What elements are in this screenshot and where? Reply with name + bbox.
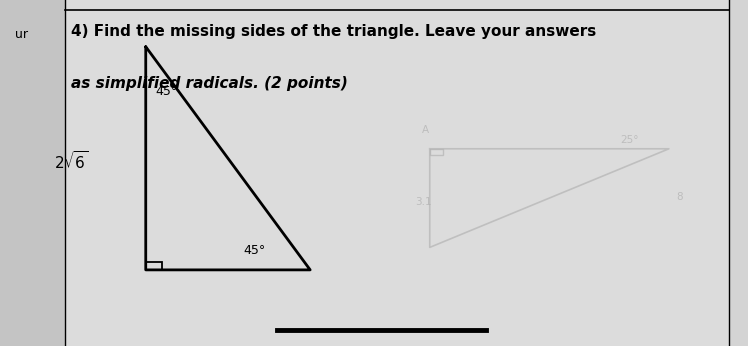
Bar — [65, 0, 729, 346]
Text: 3.1: 3.1 — [415, 198, 432, 207]
Text: as simplified radicals. (2 points): as simplified radicals. (2 points) — [71, 76, 348, 91]
Text: $2\sqrt{6}$: $2\sqrt{6}$ — [54, 150, 88, 172]
Text: 25°: 25° — [620, 135, 639, 145]
Text: 45°: 45° — [156, 85, 178, 98]
Bar — [430, 149, 444, 155]
Bar — [0, 0, 65, 346]
Text: 45°: 45° — [243, 244, 265, 257]
Text: ur: ur — [15, 28, 28, 41]
Bar — [146, 262, 162, 270]
Text: A: A — [423, 125, 429, 135]
Text: 4) Find the missing sides of the triangle. Leave your answers: 4) Find the missing sides of the triangl… — [71, 24, 596, 39]
Text: 8: 8 — [676, 192, 683, 202]
